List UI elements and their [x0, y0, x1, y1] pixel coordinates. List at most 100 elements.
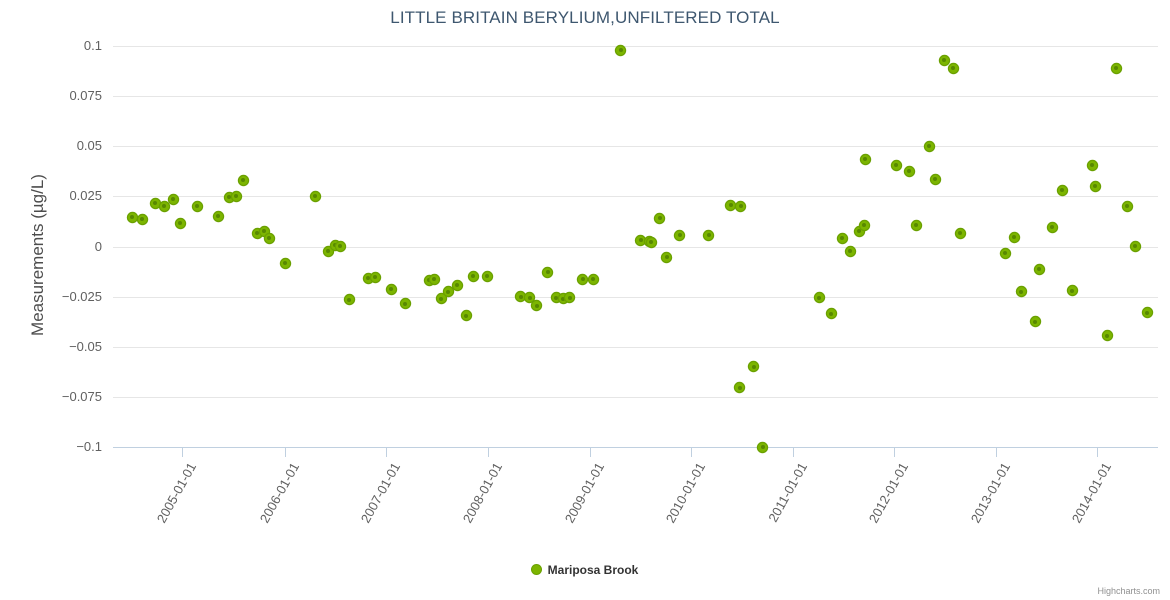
data-point[interactable]: [552, 293, 562, 303]
data-point[interactable]: [578, 275, 588, 285]
data-point[interactable]: [749, 362, 759, 372]
data-point[interactable]: [311, 191, 321, 201]
x-tick-label: 2013-01-01: [967, 460, 1014, 526]
gridline: [113, 196, 1158, 198]
data-point[interactable]: [736, 201, 746, 211]
data-point[interactable]: [371, 273, 380, 283]
data-point[interactable]: [193, 201, 203, 211]
data-point[interactable]: [565, 293, 575, 303]
x-tick-label: 2011-01-01: [764, 460, 810, 525]
data-point[interactable]: [948, 63, 958, 73]
data-point[interactable]: [904, 166, 914, 176]
data-point[interactable]: [1001, 249, 1011, 259]
data-point[interactable]: [1048, 222, 1058, 232]
data-point[interactable]: [1103, 331, 1113, 341]
data-point[interactable]: [589, 275, 599, 285]
data-point[interactable]: [232, 191, 242, 201]
x-tick-mark: [894, 447, 896, 457]
data-point[interactable]: [462, 311, 472, 321]
x-tick-mark: [589, 447, 591, 457]
y-tick-label: −0.1: [76, 439, 102, 454]
x-tick-mark: [385, 447, 387, 457]
x-tick-mark: [487, 447, 489, 457]
data-point[interactable]: [525, 293, 535, 303]
data-point[interactable]: [940, 55, 949, 65]
data-point[interactable]: [955, 228, 965, 238]
data-point[interactable]: [827, 309, 837, 319]
data-point[interactable]: [1122, 201, 1132, 211]
data-point[interactable]: [444, 287, 454, 297]
data-point[interactable]: [1031, 317, 1041, 327]
data-point[interactable]: [655, 213, 665, 223]
data-point[interactable]: [364, 274, 373, 284]
data-point[interactable]: [636, 235, 646, 245]
data-point[interactable]: [855, 226, 865, 236]
gridline: [113, 96, 1158, 98]
data-point[interactable]: [483, 272, 493, 282]
data-point[interactable]: [516, 292, 526, 302]
y-tick-label: 0: [94, 238, 102, 254]
data-point[interactable]: [128, 212, 138, 222]
data-point[interactable]: [704, 230, 714, 240]
gridline: [113, 246, 1158, 248]
data-point[interactable]: [931, 174, 941, 184]
data-point[interactable]: [323, 247, 333, 256]
data-point[interactable]: [1131, 242, 1141, 251]
data-point[interactable]: [260, 226, 270, 236]
data-point[interactable]: [469, 272, 479, 282]
data-point[interactable]: [176, 218, 185, 228]
data-point[interactable]: [1034, 265, 1044, 275]
data-point[interactable]: [846, 247, 856, 256]
highcharts-credits[interactable]: Highcharts.com: [1097, 586, 1160, 596]
data-point[interactable]: [1087, 160, 1097, 170]
data-point[interactable]: [214, 211, 224, 221]
data-point[interactable]: [386, 285, 396, 295]
data-point[interactable]: [735, 383, 745, 393]
data-point[interactable]: [925, 141, 935, 151]
x-tick-label: 2009-01-01: [561, 460, 607, 526]
data-point[interactable]: [726, 200, 736, 210]
data-point[interactable]: [265, 233, 275, 243]
data-point[interactable]: [430, 275, 440, 285]
data-point[interactable]: [225, 192, 235, 202]
data-point[interactable]: [169, 194, 178, 204]
y-tick-label: 0.075: [69, 88, 102, 104]
legend-item-mariposa-brook[interactable]: Mariposa Brook: [531, 563, 638, 577]
data-point[interactable]: [662, 253, 672, 263]
data-point[interactable]: [675, 230, 685, 240]
data-point[interactable]: [1091, 181, 1100, 191]
data-point[interactable]: [1143, 308, 1153, 318]
data-point[interactable]: [838, 233, 847, 243]
data-point[interactable]: [861, 154, 870, 164]
data-point[interactable]: [647, 237, 657, 247]
data-point[interactable]: [559, 294, 569, 304]
data-point[interactable]: [912, 220, 921, 230]
data-point[interactable]: [1010, 232, 1020, 242]
data-point[interactable]: [344, 295, 354, 305]
data-point[interactable]: [1017, 287, 1027, 297]
data-point[interactable]: [253, 228, 263, 238]
data-point[interactable]: [532, 301, 542, 311]
data-point[interactable]: [281, 259, 291, 269]
data-point[interactable]: [138, 214, 148, 224]
data-point[interactable]: [400, 299, 410, 309]
data-point[interactable]: [860, 220, 870, 230]
data-point[interactable]: [151, 198, 161, 208]
data-point[interactable]: [1068, 286, 1078, 296]
data-point[interactable]: [543, 268, 553, 278]
data-point[interactable]: [815, 293, 825, 303]
data-point[interactable]: [335, 242, 345, 251]
data-point[interactable]: [160, 201, 170, 211]
data-point[interactable]: [1057, 185, 1067, 195]
data-point[interactable]: [330, 240, 340, 250]
data-point[interactable]: [453, 281, 463, 291]
gridline: [113, 296, 1158, 298]
data-point[interactable]: [437, 294, 447, 304]
data-point[interactable]: [616, 45, 626, 55]
data-point[interactable]: [758, 442, 768, 452]
data-point[interactable]: [239, 175, 249, 185]
data-point[interactable]: [1112, 63, 1121, 73]
data-point[interactable]: [425, 276, 435, 286]
data-point[interactable]: [892, 160, 902, 170]
